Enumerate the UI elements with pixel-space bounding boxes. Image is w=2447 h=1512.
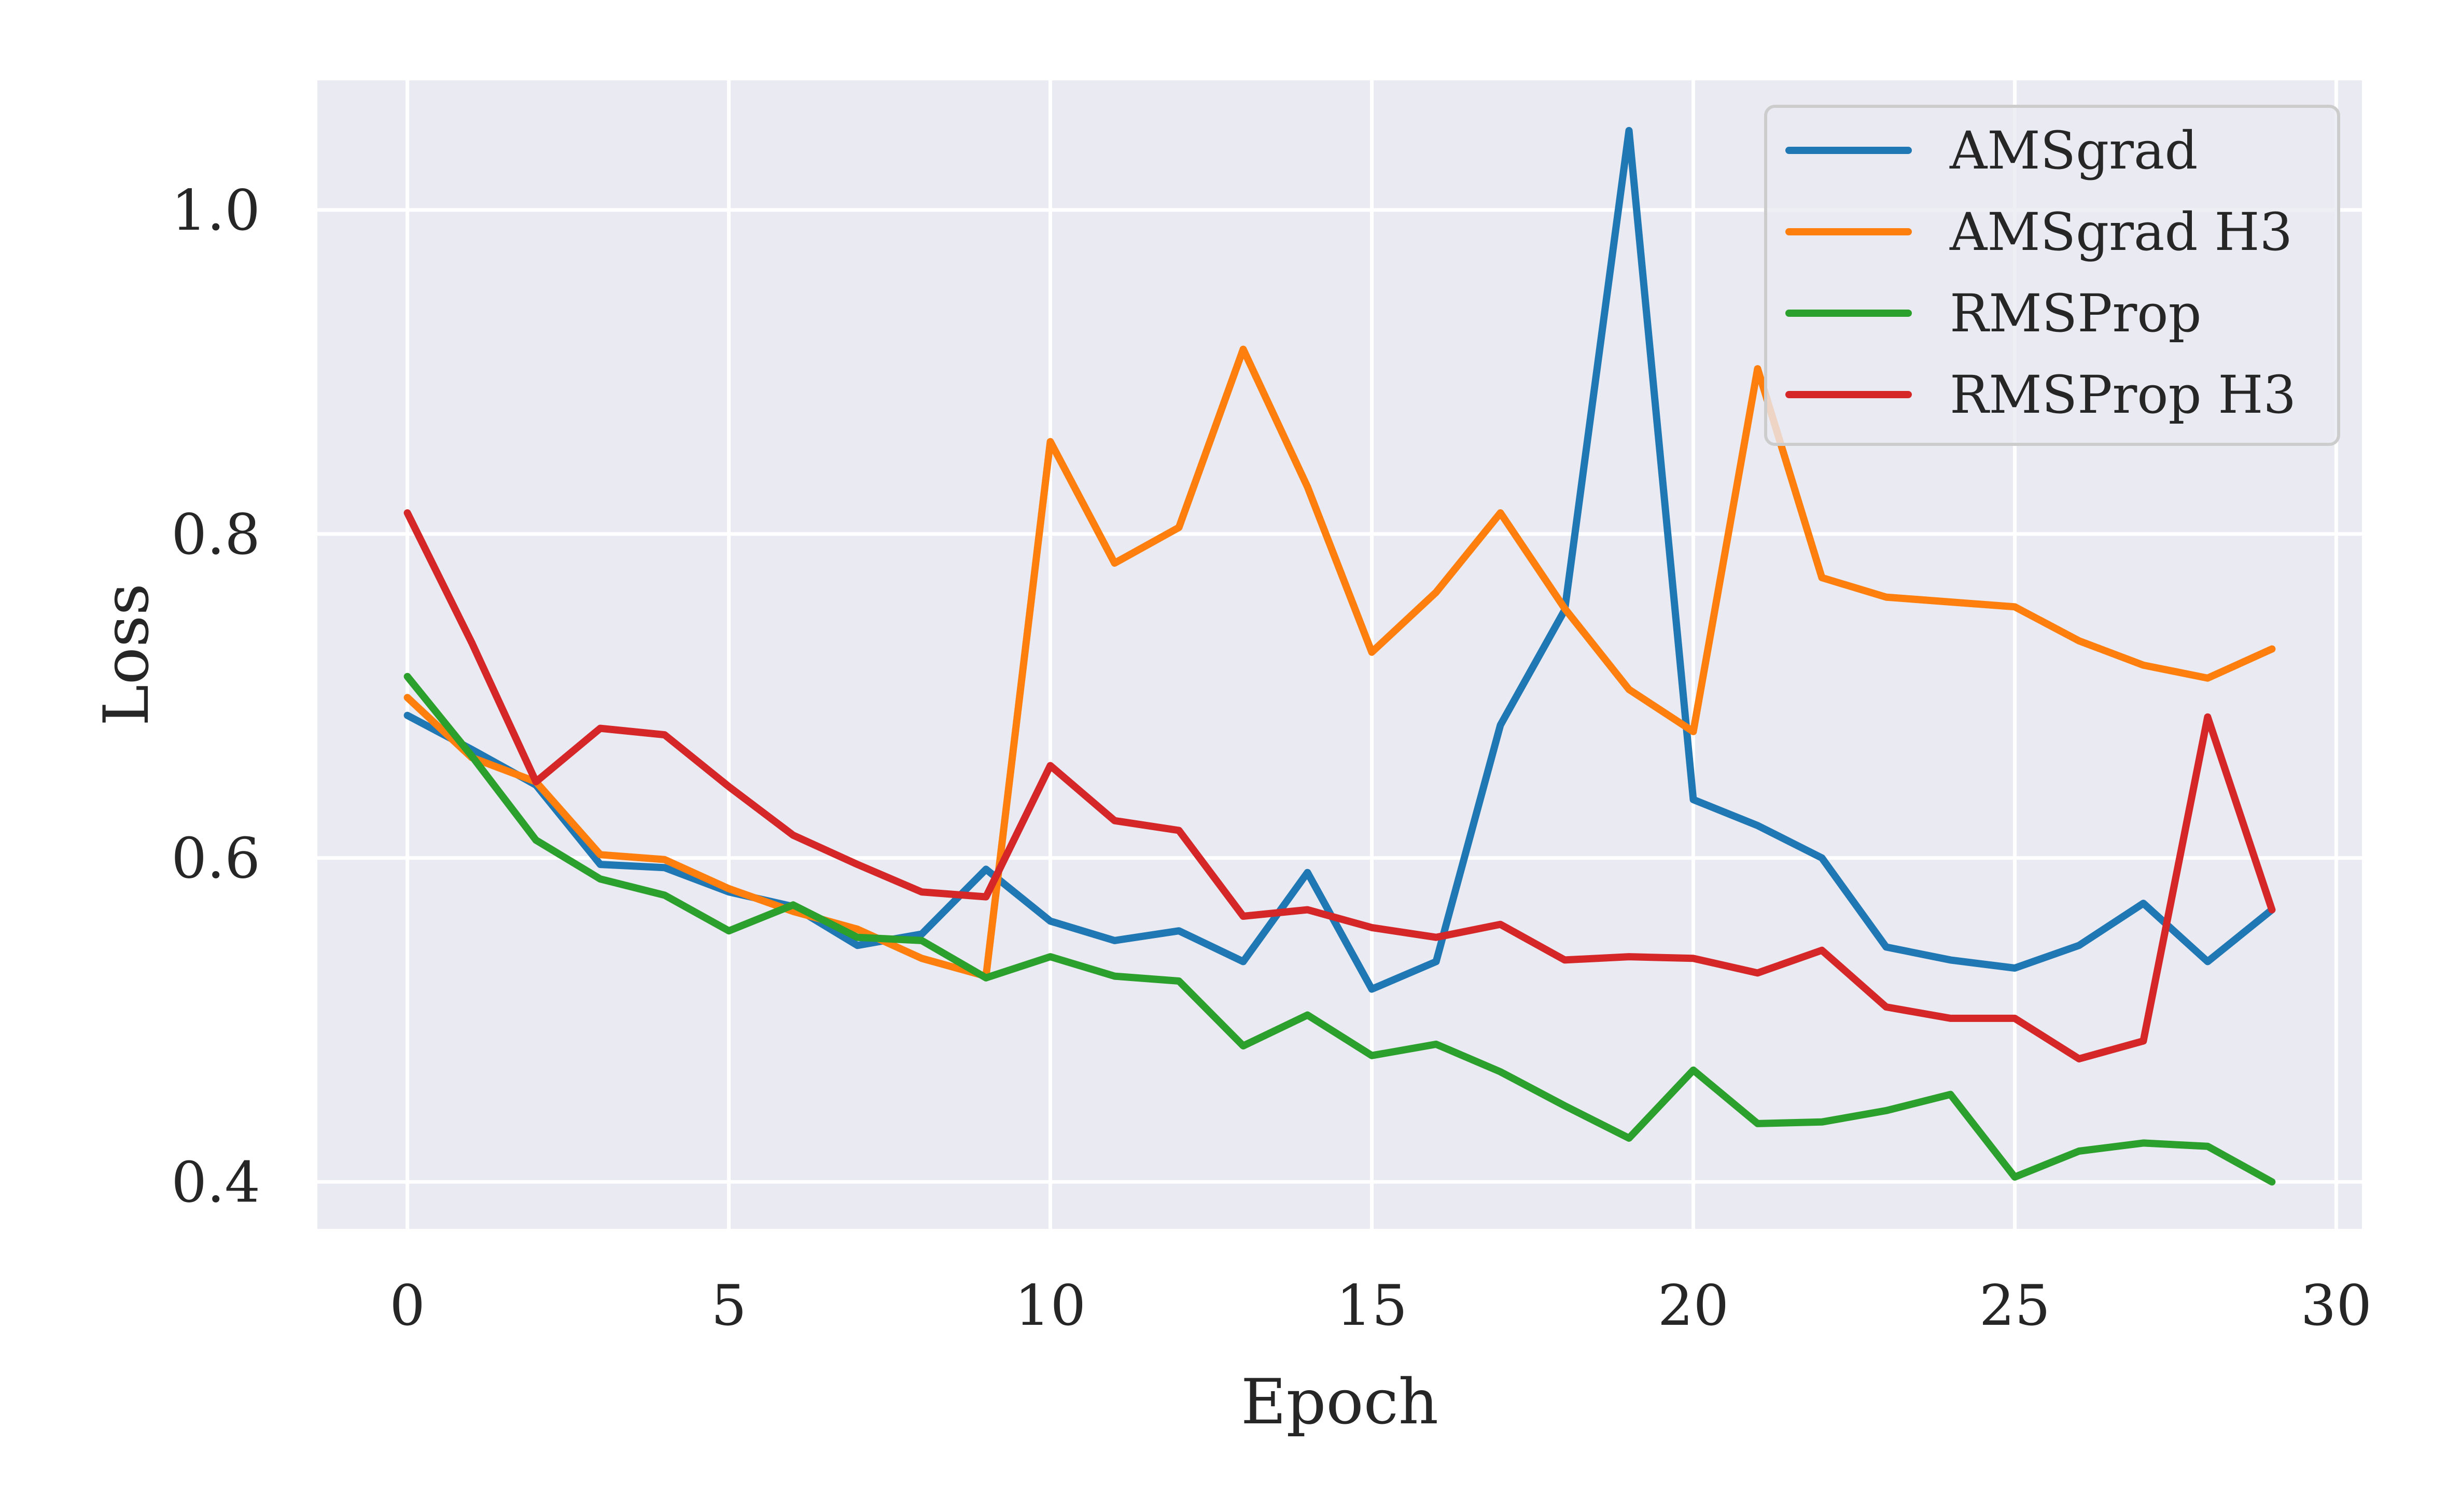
y-tick-label: 0.6: [171, 827, 260, 891]
y-axis-label: Loss: [91, 583, 163, 726]
series-line-amsgrad-h3: [403, 345, 2276, 980]
x-axis-ticks: 0 5 10 15 20 25 30: [389, 1273, 2372, 1338]
y-tick-label: 1.0: [171, 178, 260, 243]
legend-label: AMSgrad: [1949, 120, 2198, 181]
legend-label: AMSgrad H3: [1949, 202, 2292, 262]
x-tick-label: 30: [2301, 1273, 2372, 1338]
series-line-amsgrad: [403, 127, 2276, 993]
legend-label: RMSProp: [1950, 283, 2202, 344]
x-tick-label: 25: [1979, 1273, 2050, 1338]
series-line-rmsprop-h3: [403, 509, 2276, 1062]
x-tick-label: 20: [1658, 1273, 1729, 1338]
x-tick-label: 10: [1015, 1273, 1086, 1338]
legend-label: RMSProp H3: [1950, 365, 2296, 425]
x-tick-label: 5: [711, 1273, 747, 1338]
y-tick-label: 0.4: [171, 1150, 260, 1215]
legend-box: [1764, 105, 2340, 446]
y-axis-ticks: 0.4 0.6 0.8 1.0: [171, 178, 260, 1215]
y-tick-label: 0.8: [171, 502, 260, 567]
x-axis-label: Epoch: [1241, 1366, 1438, 1438]
x-tick-label: 0: [389, 1273, 425, 1338]
x-tick-label: 15: [1336, 1273, 1407, 1338]
series-line-rmsprop: [403, 673, 2276, 1186]
legend: AMSgrad AMSgrad H3 RMSProp RMSProp H3: [1764, 105, 2340, 446]
series-lines: [403, 127, 2276, 1186]
